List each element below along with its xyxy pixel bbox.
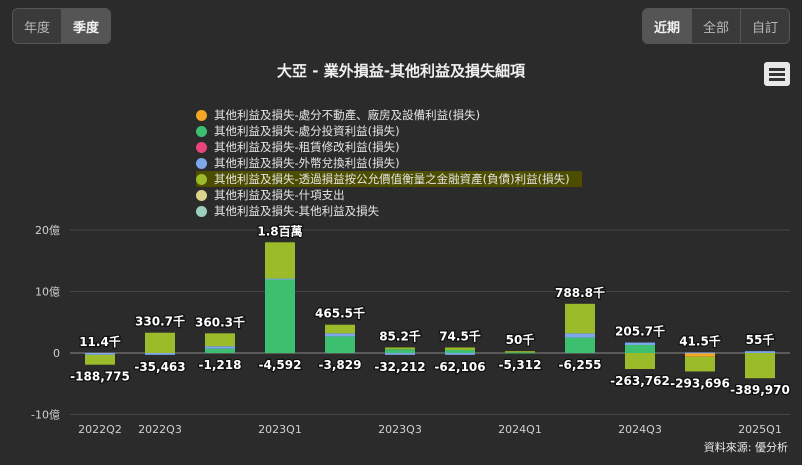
legend-label: 其他利益及損失-租賃修改利益(損失) (214, 140, 400, 154)
bar-segment (145, 353, 175, 355)
bar-segment (565, 333, 595, 338)
legend-label: 其他利益及損失-外幣兌換利益(損失) (214, 156, 400, 170)
bar-segment (745, 351, 775, 353)
bar-segment (325, 336, 355, 353)
positive-total-label: 788.8千 (555, 285, 605, 300)
legend-label: 其他利益及損失-其他利益及損失 (214, 204, 380, 218)
legend-item[interactable]: 其他利益及損失-處分不動產、廠房及設備利益(損失) (196, 107, 582, 123)
legend-item[interactable]: 其他利益及損失-處分投資利益(損失) (196, 123, 582, 139)
chart-title: 大亞 - 業外損益-其他利益及損失細項 (277, 62, 525, 80)
bar-segment (505, 352, 535, 354)
bar-segment (265, 279, 295, 353)
x-tick-label: 2023Q3 (378, 423, 422, 436)
positive-total-label: 11.4千 (79, 334, 121, 349)
positive-total-label: 85.2千 (379, 328, 421, 343)
bar-segment (85, 354, 115, 365)
legend-label: 其他利益及損失-處分投資利益(損失) (214, 124, 400, 138)
bar-segment (385, 349, 415, 353)
negative-total-label: -389,970 (730, 383, 790, 397)
y-tick-label: 0 (53, 347, 60, 360)
bar-segment (205, 333, 235, 347)
legend-dot-icon (196, 173, 207, 185)
negative-total-label: -188,775 (70, 370, 130, 384)
x-tick-label: 2023Q1 (258, 423, 302, 436)
bar-segment (685, 353, 715, 357)
bar-segment (385, 347, 415, 350)
recent-button[interactable]: 近期 (642, 9, 692, 43)
negative-total-label: -263,762 (610, 374, 670, 388)
negative-total-label: -4,592 (259, 358, 302, 372)
bar-segment (505, 351, 535, 353)
x-tick-label: 2022Q3 (138, 423, 182, 436)
legend-item[interactable]: 其他利益及損失-透過損益按公允價值衡量之金融資產(負債)利益(損失) (196, 171, 582, 187)
bar-segment (265, 278, 295, 280)
positive-total-label: 1.8百萬 (257, 223, 302, 238)
bar-segment (745, 353, 775, 379)
legend-dot-icon (196, 109, 207, 121)
bar-segment (325, 333, 355, 337)
custom-button[interactable]: 自訂 (740, 9, 789, 43)
bar-segment (625, 345, 655, 353)
all-button[interactable]: 全部 (691, 9, 741, 43)
bar-segment (685, 352, 715, 354)
negative-total-label: -32,212 (374, 360, 425, 374)
legend-item[interactable]: 其他利益及損失-其他利益及損失 (196, 203, 582, 219)
range-toggle: 近期 全部 自訂 (641, 8, 790, 44)
legend-label: 其他利益及損失-處分不動產、廠房及設備利益(損失) (214, 108, 481, 122)
legend-label: 其他利益及損失-什項支出 (214, 188, 345, 202)
positive-total-label: 55千 (746, 332, 775, 347)
negative-total-label: -35,463 (134, 360, 185, 374)
bar-segment (265, 242, 295, 279)
legend-item[interactable]: 其他利益及損失-什項支出 (196, 187, 582, 203)
bar-segment (445, 353, 475, 355)
bar-segment (85, 353, 115, 355)
legend-dot-icon (196, 205, 207, 217)
negative-total-label: -1,218 (199, 358, 242, 372)
positive-total-label: 465.5千 (315, 306, 365, 321)
chart-legend: 其他利益及損失-處分不動產、廠房及設備利益(損失) 其他利益及損失-處分投資利益(… (196, 107, 582, 219)
negative-total-label: -293,696 (670, 376, 730, 390)
x-tick-label: 2024Q3 (618, 423, 662, 436)
y-tick-label: 20億 (35, 224, 60, 237)
y-tick-label: -10億 (31, 409, 60, 422)
data-source-note: 資料來源: 優分析 (703, 441, 788, 454)
negative-total-label: -3,829 (319, 358, 362, 372)
bar-segment (445, 349, 475, 353)
x-tick-label: 2025Q1 (738, 423, 782, 436)
positive-total-label: 360.3千 (195, 314, 245, 329)
hamburger-menu-icon[interactable] (764, 62, 790, 86)
positive-total-label: 41.5千 (679, 333, 721, 348)
x-tick-label: 2024Q1 (498, 423, 542, 436)
bar-segment (145, 332, 175, 353)
y-tick-label: 10億 (35, 286, 60, 299)
positive-total-label: 330.7千 (135, 314, 185, 329)
legend-dot-icon (196, 125, 207, 137)
legend-item[interactable]: 其他利益及損失-外幣兌換利益(損失) (196, 155, 582, 171)
positive-total-label: 50千 (506, 332, 535, 347)
negative-total-label: -6,255 (559, 358, 602, 372)
legend-item[interactable]: 其他利益及損失-租賃修改利益(損失) (196, 139, 582, 155)
bar-segment (685, 356, 715, 372)
positive-total-label: 205.7千 (615, 324, 665, 339)
legend-label: 其他利益及損失-透過損益按公允價值衡量之金融資產(負債)利益(損失) (214, 172, 570, 186)
legend-dot-icon (196, 141, 207, 153)
negative-total-label: -5,312 (499, 358, 542, 372)
bar-segment (625, 353, 655, 369)
bar-segment (325, 324, 355, 334)
bar-segment (445, 347, 475, 350)
bar-segment (625, 342, 655, 346)
quarterly-button[interactable]: 季度 (62, 9, 111, 43)
bar-segment (205, 348, 235, 353)
x-tick-label: 2022Q2 (78, 423, 122, 436)
legend-dot-icon (196, 189, 207, 201)
annual-button[interactable]: 年度 (13, 9, 63, 43)
bar-segment (385, 353, 415, 355)
period-toggle: 年度 季度 (12, 8, 112, 44)
positive-total-label: 74.5千 (439, 328, 481, 343)
legend-dot-icon (196, 157, 207, 169)
bar-segment (565, 303, 595, 334)
bar-segment (205, 346, 235, 349)
negative-total-label: -62,106 (434, 360, 485, 374)
bar-segment (565, 337, 595, 353)
